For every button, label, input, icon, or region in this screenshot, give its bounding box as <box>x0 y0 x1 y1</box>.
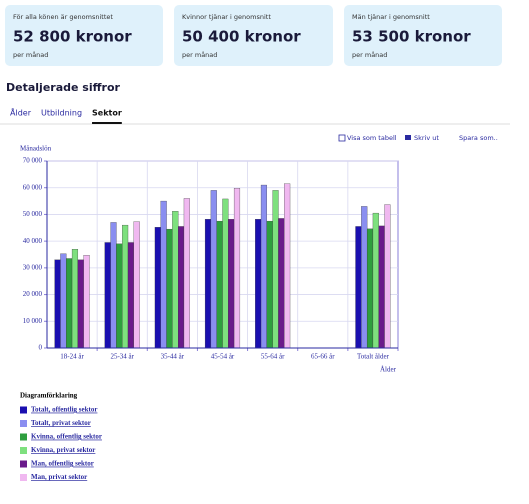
bar <box>60 253 67 349</box>
legend-title: Diagramförklaring <box>20 392 78 400</box>
card-unit: per månad <box>352 50 387 59</box>
legend-swatch <box>20 406 27 414</box>
legend-entry[interactable]: Kvinna, privat sektor <box>31 446 95 454</box>
bar <box>178 226 185 349</box>
card-value: 50 400 kronor <box>182 28 301 46</box>
card <box>174 5 333 66</box>
legend-entry[interactable]: Man, privat sektor <box>31 473 87 481</box>
bar <box>77 259 84 349</box>
bar <box>66 258 73 349</box>
legend-swatch <box>20 420 27 427</box>
bar <box>160 200 167 349</box>
card-value: 53 500 kronor <box>352 28 471 46</box>
y-tick-label: 50 000 <box>23 210 43 218</box>
legend-swatch <box>20 447 27 454</box>
bar <box>278 218 285 349</box>
legend-swatch <box>20 460 27 468</box>
bar <box>210 190 217 349</box>
bar <box>378 225 385 349</box>
bar <box>104 242 111 349</box>
y-tick-label: 10 000 <box>23 317 43 325</box>
y-tick-label: 30 000 <box>23 263 43 271</box>
bar <box>127 242 134 349</box>
card-unit: per månad <box>13 50 48 59</box>
bar <box>272 190 279 349</box>
legend-entry[interactable]: Kvinna, offentlig sektor <box>31 433 102 441</box>
legend-swatch <box>20 433 27 441</box>
bar <box>172 211 179 349</box>
card-value: 52 800 kronor <box>13 28 132 46</box>
tab[interactable]: Utbildning <box>41 109 82 118</box>
cards: För alla könen är genomsnittet 52 800 kr… <box>5 5 502 66</box>
bar <box>284 183 291 349</box>
bar <box>355 226 362 349</box>
y-tick-label: 40 000 <box>23 237 43 245</box>
legend-entry[interactable]: Man, offentlig sektor <box>31 460 94 468</box>
bar <box>110 222 117 349</box>
y-tick-label: 0 <box>39 344 43 352</box>
y-tick-label: 60 000 <box>23 183 43 191</box>
x-tick-label: 25-34 år <box>110 353 134 361</box>
bar <box>54 259 61 349</box>
bar <box>233 188 241 349</box>
bar <box>166 228 173 349</box>
card-unit: per månad <box>182 50 217 59</box>
bar <box>154 227 161 349</box>
bar <box>372 212 379 349</box>
print-icon <box>405 135 411 140</box>
section-title: Detaljerade siffror <box>6 81 120 94</box>
bar <box>260 184 267 349</box>
bar <box>83 255 90 349</box>
card-label: Män tjänar i genomsnitt <box>352 13 430 21</box>
bar <box>228 219 235 349</box>
bar <box>133 221 140 349</box>
y-tick-label: 70 000 <box>23 157 43 165</box>
bar <box>116 243 123 349</box>
bar <box>222 198 229 349</box>
bar <box>255 219 262 349</box>
bar <box>366 228 374 349</box>
tab[interactable]: Ålder <box>10 107 32 118</box>
action[interactable]: Spara som.. <box>459 134 498 142</box>
bar <box>361 206 368 349</box>
bar <box>384 204 391 349</box>
x-tick-label: Totalt ålder <box>357 353 390 361</box>
bar <box>216 220 223 349</box>
y-axis-label: Månadslön <box>20 145 52 153</box>
x-tick-label: 45-54 år <box>211 353 235 361</box>
table-icon <box>338 134 346 142</box>
bar <box>183 198 190 349</box>
legend-entry[interactable]: Totalt, privat sektor <box>31 419 91 427</box>
x-tick-label: 18-24 år <box>60 353 84 361</box>
x-tick-label: 55-64 år <box>261 353 285 361</box>
x-tick-label: 65-66 år <box>311 353 335 361</box>
y-tick-label: 20 000 <box>23 290 43 298</box>
x-tick-label: 35-44 år <box>161 353 185 361</box>
card <box>5 5 163 66</box>
card <box>344 5 502 66</box>
card-label: För alla könen är genomsnittet <box>13 13 113 21</box>
tab-underline <box>92 122 122 124</box>
action[interactable]: Visa som tabell <box>347 134 397 142</box>
legend-swatch <box>20 474 27 481</box>
bar <box>71 249 79 349</box>
bar <box>266 220 273 349</box>
x-axis-label: Ålder <box>380 366 397 374</box>
tab[interactable]: Sektor <box>92 109 122 118</box>
actions: Visa som tabell Skriv ut Spara som.. <box>338 134 498 142</box>
action[interactable]: Skriv ut <box>414 134 439 142</box>
card-label: Kvinnor tjänar i genomsnitt <box>182 13 271 21</box>
bar <box>204 219 212 349</box>
bar <box>122 224 129 349</box>
legend-entry[interactable]: Totalt, offentlig sektor <box>31 406 97 414</box>
